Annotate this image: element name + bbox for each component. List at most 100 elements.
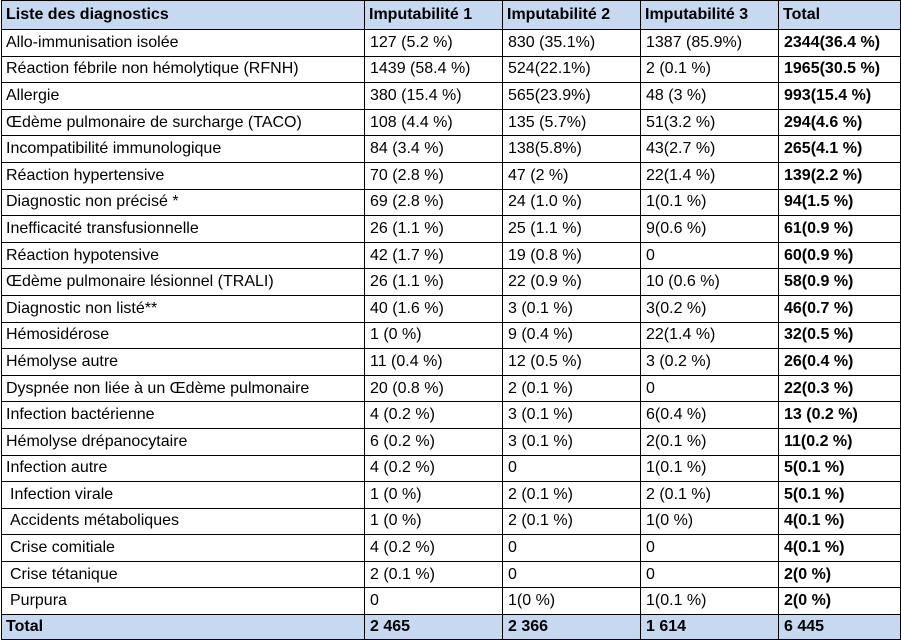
diagnostic-name: Hémosidérose xyxy=(1,321,365,350)
cell-imputabilite-2: 2 (0.1 %) xyxy=(502,481,641,509)
cell-total: 13 (0.2 %) xyxy=(778,401,901,429)
diagnostic-name: Allergie xyxy=(1,82,365,110)
cell-imputabilite-2: 24 (1.0 %) xyxy=(502,188,641,217)
cell-imputabilite-2: 135 (5.7%) xyxy=(502,108,641,137)
cell-total: 265(4.1 %) xyxy=(778,135,901,163)
cell-imputabilite-3: 9(0.6 %) xyxy=(640,215,779,243)
cell-imputabilite-1: 70 (2.8 %) xyxy=(364,161,503,190)
table-row: Accidents métaboliques 1 (0 %) 2 (0.1 %) 1(… xyxy=(1,507,901,536)
cell-total: 993(15.4 %) xyxy=(778,82,901,110)
header-diagnostics: Liste des diagnostics xyxy=(1,0,365,30)
diagnostic-name: Inefficacité transfusionnelle xyxy=(1,215,365,243)
header-imputabilite-2: Imputabilité 2 xyxy=(502,0,641,30)
cell-imputabilite-2: 47 (2 %) xyxy=(502,161,641,190)
cell-total: 2(0 %) xyxy=(778,560,901,589)
diagnostic-name: Réaction hypertensive xyxy=(1,161,365,190)
cell-imputabilite-3: 3 (0.2 %) xyxy=(640,348,779,376)
cell-imputabilite-2: 2 (0.1 %) xyxy=(502,507,641,536)
cell-imputabilite-2: 25 (1.1 %) xyxy=(502,215,641,243)
cell-imputabilite-3: 0 xyxy=(640,374,779,403)
cell-imputabilite-2: 3 (0.1 %) xyxy=(502,427,641,456)
cell-total: 46(0.7 %) xyxy=(778,294,901,323)
diagnostic-name: Accidents métaboliques xyxy=(1,507,365,536)
cell-imputabilite-3: 6(0.4 %) xyxy=(640,401,779,429)
cell-imputabilite-3: 3(0.2 %) xyxy=(640,294,779,323)
cell-imputabilite-3: 10 (0.6 %) xyxy=(640,268,779,296)
header-imputabilite-1: Imputabilité 1 xyxy=(364,0,503,30)
cell-imputabilite-3: 1(0.1 %) xyxy=(640,454,779,483)
header-imputabilite-3: Imputabilité 3 xyxy=(640,0,779,30)
cell-total: 139(2.2 %) xyxy=(778,161,901,190)
table-row: Incompatibilité immunologique 84 (3.4 %) 1… xyxy=(1,135,901,163)
cell-imputabilite-1: 2 (0.1 %) xyxy=(364,560,503,589)
cell-imputabilite-3: 0 xyxy=(640,241,779,270)
cell-imputabilite-3: 2(0.1 %) xyxy=(640,427,779,456)
cell-imputabilite-1: 1 (0 %) xyxy=(364,321,503,350)
table-row: Crise tétanique 2 (0.1 %) 0 0 2(0 %) xyxy=(1,560,901,589)
cell-imputabilite-2: 830 (35.1%) xyxy=(502,29,641,57)
cell-imputabilite-1: 40 (1.6 %) xyxy=(364,294,503,323)
diagnostic-name: Infection bactérienne xyxy=(1,401,365,429)
cell-imputabilite-1: 4 (0.2 %) xyxy=(364,534,503,562)
header-total: Total xyxy=(778,0,901,30)
table-row: Hémolyse autre 11 (0.4 %) 12 (0.5 %) 3 (0.2… xyxy=(1,348,901,376)
table-row: Hémolyse drépanocytaire 6 (0.2 %) 3 (0.1 %… xyxy=(1,427,901,456)
cell-total: 4(0.1 %) xyxy=(778,507,901,536)
table-row: Diagnostic non listé** 40 (1.6 %) 3 (0.1 %… xyxy=(1,294,901,323)
cell-imputabilite-3: 0 xyxy=(640,534,779,562)
cell-imputabilite-1: 108 (4.4 %) xyxy=(364,108,503,137)
cell-imputabilite-1: 4 (0.2 %) xyxy=(364,401,503,429)
table-row: Infection autre 4 (0.2 %) 0 1(0.1 %) 5(0.1 %… xyxy=(1,454,901,483)
cell-imputabilite-2: 524(22.1%) xyxy=(502,55,641,84)
diagnostic-name: Dyspnée non liée à un Œdème pulmonaire xyxy=(1,374,365,403)
cell-total: 61(0.9 %) xyxy=(778,215,901,243)
cell-imputabilite-1: 26 (1.1 %) xyxy=(364,268,503,296)
cell-imputabilite-3: 22(1.4 %) xyxy=(640,321,779,350)
cell-imputabilite-2: 3 (0.1 %) xyxy=(502,294,641,323)
cell-imputabilite-1: 20 (0.8 %) xyxy=(364,374,503,403)
cell-total: 5(0.1 %) xyxy=(778,454,901,483)
cell-imputabilite-1: 26 (1.1 %) xyxy=(364,215,503,243)
cell-total: 294(4.6 %) xyxy=(778,108,901,137)
table-body: Allo-immunisation isolée 127 (5.2 %) 830 (… xyxy=(1,29,901,616)
diagnostic-name: Crise tétanique xyxy=(1,560,365,589)
cell-imputabilite-2: 1(0 %) xyxy=(502,587,641,616)
table-row: Infection bactérienne 4 (0.2 %) 3 (0.1 %) 6… xyxy=(1,401,901,429)
table-row: Réaction hypotensive 42 (1.7 %) 19 (0.8 %)… xyxy=(1,241,901,270)
cell-imputabilite-3: 2 (0.1 %) xyxy=(640,55,779,84)
table-row: Réaction hypertensive 70 (2.8 %) 47 (2 %) 2… xyxy=(1,161,901,190)
diagnostic-name: Hémolyse autre xyxy=(1,348,365,376)
diagnostic-name: Infection autre xyxy=(1,454,365,483)
footer-imp3: 1 614 xyxy=(640,614,779,640)
diagnostic-name: Réaction hypotensive xyxy=(1,241,365,270)
cell-imputabilite-2: 12 (0.5 %) xyxy=(502,348,641,376)
cell-total: 2344(36.4 %) xyxy=(778,29,901,57)
cell-imputabilite-1: 1439 (58.4 %) xyxy=(364,55,503,84)
table-row: Œdème pulmonaire de surcharge (TACO) 108 … xyxy=(1,108,901,137)
table-row: Œdème pulmonaire lésionnel (TRALI) 26 (1.… xyxy=(1,268,901,296)
cell-imputabilite-3: 0 xyxy=(640,560,779,589)
cell-imputabilite-1: 84 (3.4 %) xyxy=(364,135,503,163)
cell-imputabilite-2: 9 (0.4 %) xyxy=(502,321,641,350)
diagnostic-name: Crise comitiale xyxy=(1,534,365,562)
cell-total: 1965(30.5 %) xyxy=(778,55,901,84)
cell-imputabilite-1: 6 (0.2 %) xyxy=(364,427,503,456)
cell-imputabilite-3: 51(3.2 %) xyxy=(640,108,779,137)
cell-imputabilite-2: 565(23.9%) xyxy=(502,82,641,110)
cell-total: 94(1.5 %) xyxy=(778,188,901,217)
footer-imp1: 2 465 xyxy=(364,614,503,640)
cell-imputabilite-2: 0 xyxy=(502,534,641,562)
cell-imputabilite-3: 22(1.4 %) xyxy=(640,161,779,190)
diagnostic-name: Diagnostic non listé** xyxy=(1,294,365,323)
table-row: Crise comitiale 4 (0.2 %) 0 0 4(0.1 %) xyxy=(1,534,901,562)
footer-label: Total xyxy=(1,614,365,640)
footer-imp2: 2 366 xyxy=(502,614,641,640)
cell-imputabilite-3: 2 (0.1 %) xyxy=(640,481,779,509)
table-row: Réaction fébrile non hémolytique (RFNH) 1… xyxy=(1,55,901,84)
cell-imputabilite-3: 43(2.7 %) xyxy=(640,135,779,163)
footer-total: 6 445 xyxy=(778,614,901,640)
cell-total: 4(0.1 %) xyxy=(778,534,901,562)
cell-imputabilite-3: 1(0.1 %) xyxy=(640,188,779,217)
cell-imputabilite-3: 48 (3 %) xyxy=(640,82,779,110)
